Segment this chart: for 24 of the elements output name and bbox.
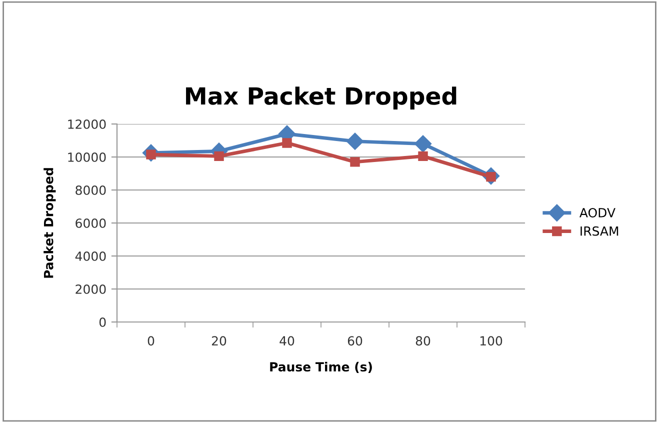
x-tick-label: 60 xyxy=(348,336,362,346)
y-tick-label: 0 xyxy=(99,317,106,327)
point xyxy=(418,151,428,162)
legend-label: IRSAM xyxy=(580,226,618,236)
x-tick-label: 40 xyxy=(280,336,294,346)
x-tick-label: 100 xyxy=(480,336,502,346)
y-tick-label: 12000 xyxy=(68,119,106,129)
point xyxy=(350,157,360,167)
y-tick-label: 4000 xyxy=(75,251,106,261)
y-tick-label: 2000 xyxy=(76,284,106,294)
x-tick-label: 20 xyxy=(212,336,226,346)
point xyxy=(414,135,432,152)
point xyxy=(346,132,364,150)
y-tick-label: 10000 xyxy=(68,152,106,162)
x-tick-label: 0 xyxy=(148,336,154,346)
x-tick-label: 80 xyxy=(416,336,430,346)
point xyxy=(214,151,224,162)
chart-title: Max Packet Dropped xyxy=(186,86,456,110)
y-tick-label: 8000 xyxy=(76,185,106,195)
y-axis-title: Packet Dropped xyxy=(44,168,56,278)
x-axis-title: Pause Time (s) xyxy=(270,362,372,374)
legend-label: AODV xyxy=(580,208,616,218)
point xyxy=(282,138,292,148)
y-tick-label: 6000 xyxy=(76,218,106,228)
